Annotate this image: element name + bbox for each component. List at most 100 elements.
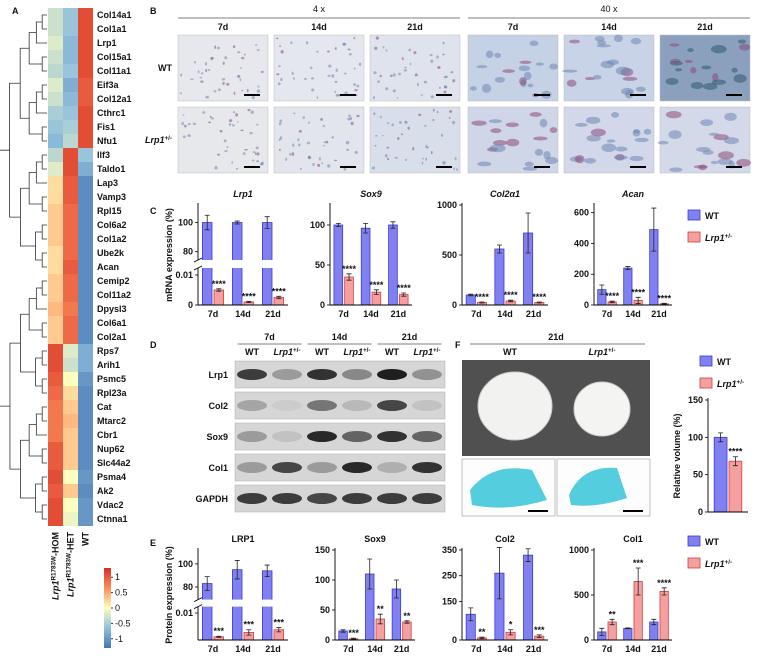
micrograph-detail (397, 136, 400, 141)
micrograph-detail (522, 166, 538, 171)
gene-label: Col11a2 (97, 290, 131, 300)
significance-label: **** (212, 279, 227, 289)
micrograph-detail (425, 157, 428, 161)
significance-label: **** (342, 264, 357, 274)
label-superscript: +/- (725, 559, 733, 566)
heatmap-cell (63, 484, 78, 498)
micrograph-detail (276, 37, 279, 40)
error-bar (246, 301, 252, 303)
error-bar (340, 629, 346, 633)
micrograph-detail (278, 122, 282, 126)
gene-label: Eif3a (97, 80, 120, 90)
error-bar (246, 629, 252, 636)
micrograph-detail (192, 122, 197, 126)
micrograph-detail (584, 157, 597, 164)
gene-label: Vamp3 (97, 192, 126, 202)
micrograph-detail (231, 161, 234, 164)
micrograph-detail (700, 119, 714, 126)
micrograph-detail (348, 53, 352, 56)
day-label: 7d (264, 332, 275, 342)
micrograph-detail (675, 68, 683, 72)
heatmap-cell (48, 414, 63, 428)
micrograph-detail (585, 116, 601, 124)
micrograph-detail (356, 84, 360, 88)
micrograph-detail (278, 65, 281, 68)
x-tick-label: 7d (471, 309, 482, 319)
micrograph-detail (280, 50, 284, 54)
micrograph-detail (316, 50, 319, 53)
heatmap-cell (63, 78, 78, 92)
protein-label: Col2 (208, 401, 228, 411)
micrograph-detail (401, 133, 403, 136)
micrograph-detail (334, 47, 337, 50)
protein-label: Lrp1 (208, 370, 228, 380)
heatmap-cell (63, 120, 78, 134)
micrograph-detail (523, 71, 532, 81)
micrograph-detail (226, 83, 230, 86)
chart-title: Acan (621, 189, 645, 199)
error-bar (377, 613, 383, 625)
micrograph-detail (452, 79, 456, 83)
y-tick-label: 150 (442, 596, 457, 606)
micrograph-detail (289, 153, 292, 156)
micrograph-detail (381, 134, 384, 137)
gene-label: Lap3 (97, 178, 118, 188)
blot-band (412, 493, 442, 504)
micrograph-detail (255, 123, 259, 126)
bar (213, 289, 225, 306)
micrograph-detail (490, 128, 502, 134)
micrograph (177, 106, 269, 174)
micrograph-detail (208, 121, 212, 124)
heatmap-cell (78, 344, 93, 358)
micrograph-detail (379, 74, 382, 78)
micrograph-detail (425, 144, 428, 149)
micrograph-detail (221, 78, 226, 81)
micrograph-detail (179, 92, 183, 95)
label-text: Lrp1 (66, 578, 76, 598)
bar-chart: **** **** **** 0 50 100 7d 14d 21d Sox9 (310, 189, 412, 319)
micrograph-detail (386, 146, 390, 149)
micrograph-detail (327, 164, 331, 168)
micrograph-detail (403, 68, 407, 72)
dendrogram-branch (0, 149, 10, 407)
micrograph-detail (488, 119, 503, 124)
y-tick-label: 600 (574, 208, 589, 218)
micrograph-detail (606, 139, 616, 143)
heatmap-cell (63, 190, 78, 204)
heatmap-cell (78, 456, 93, 470)
micrograph-detail (279, 45, 281, 48)
gene-label: Col11a1 (97, 66, 131, 76)
gene-label: Col1a1 (97, 24, 127, 34)
y-tick-label: 80 (183, 247, 193, 257)
genotype-label: WT (245, 347, 259, 357)
micrograph-detail (481, 83, 492, 93)
micrograph-detail (712, 73, 719, 82)
day-label: 14d (311, 22, 327, 32)
micrograph-detail (181, 121, 184, 126)
y-tick-label: 0.01 (175, 608, 193, 618)
y-tick-label: 0 (452, 300, 457, 310)
error-bar (216, 288, 222, 292)
protein-label: GAPDH (195, 494, 228, 504)
y-tick-label: 250 (442, 571, 457, 581)
heatmap-cell (63, 316, 78, 330)
bar (201, 583, 213, 641)
x-tick-label: 14d (625, 644, 641, 654)
y-tick-label: 350 (442, 545, 457, 555)
micrograph-detail (222, 81, 225, 85)
heatmap-cell (48, 218, 63, 232)
y-tick-label: 50 (693, 470, 703, 480)
blot-band (237, 462, 267, 473)
gene-label: Rps7 (97, 346, 119, 356)
micrograph-detail (308, 121, 311, 124)
heatmap-cell (48, 302, 63, 316)
heatmap-cell (63, 330, 78, 344)
micrograph-detail (711, 79, 727, 85)
micrograph-detail (436, 55, 439, 59)
micrograph-detail (345, 140, 350, 145)
x-tick-label: 7d (343, 644, 354, 654)
micrograph-detail (379, 115, 382, 119)
heatmap-cell (78, 218, 93, 232)
micrograph-detail (477, 161, 492, 167)
